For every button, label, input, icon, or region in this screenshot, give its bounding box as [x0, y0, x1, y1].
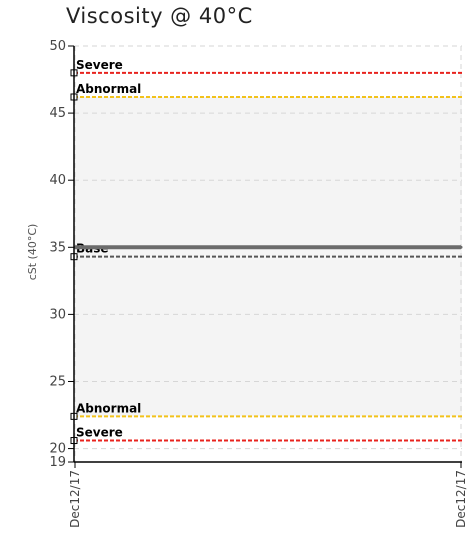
y-tick-label: 35 [49, 240, 66, 255]
series-layer [74, 246, 463, 249]
y-tick-label: 40 [49, 173, 66, 188]
reference-label-abnormal: Abnormal [76, 401, 141, 415]
y-tick-label: 45 [49, 106, 66, 121]
y-axis-title: cSt (40°C) [26, 224, 39, 281]
x-tick-label: Dec12/17 [454, 470, 468, 528]
y-tick-label: 50 [49, 39, 66, 54]
series-point [460, 246, 463, 249]
reference-label-abnormal: Abnormal [76, 82, 141, 96]
reference-label-severe: Severe [76, 426, 123, 440]
reference-label-severe: Severe [76, 58, 123, 72]
y-tick-label: 25 [49, 374, 66, 389]
y-tick-label: 19 [49, 455, 66, 470]
x-tick-label: Dec12/17 [68, 470, 82, 528]
y-tick-label: 20 [49, 442, 66, 457]
y-tick-label: 30 [49, 307, 66, 322]
